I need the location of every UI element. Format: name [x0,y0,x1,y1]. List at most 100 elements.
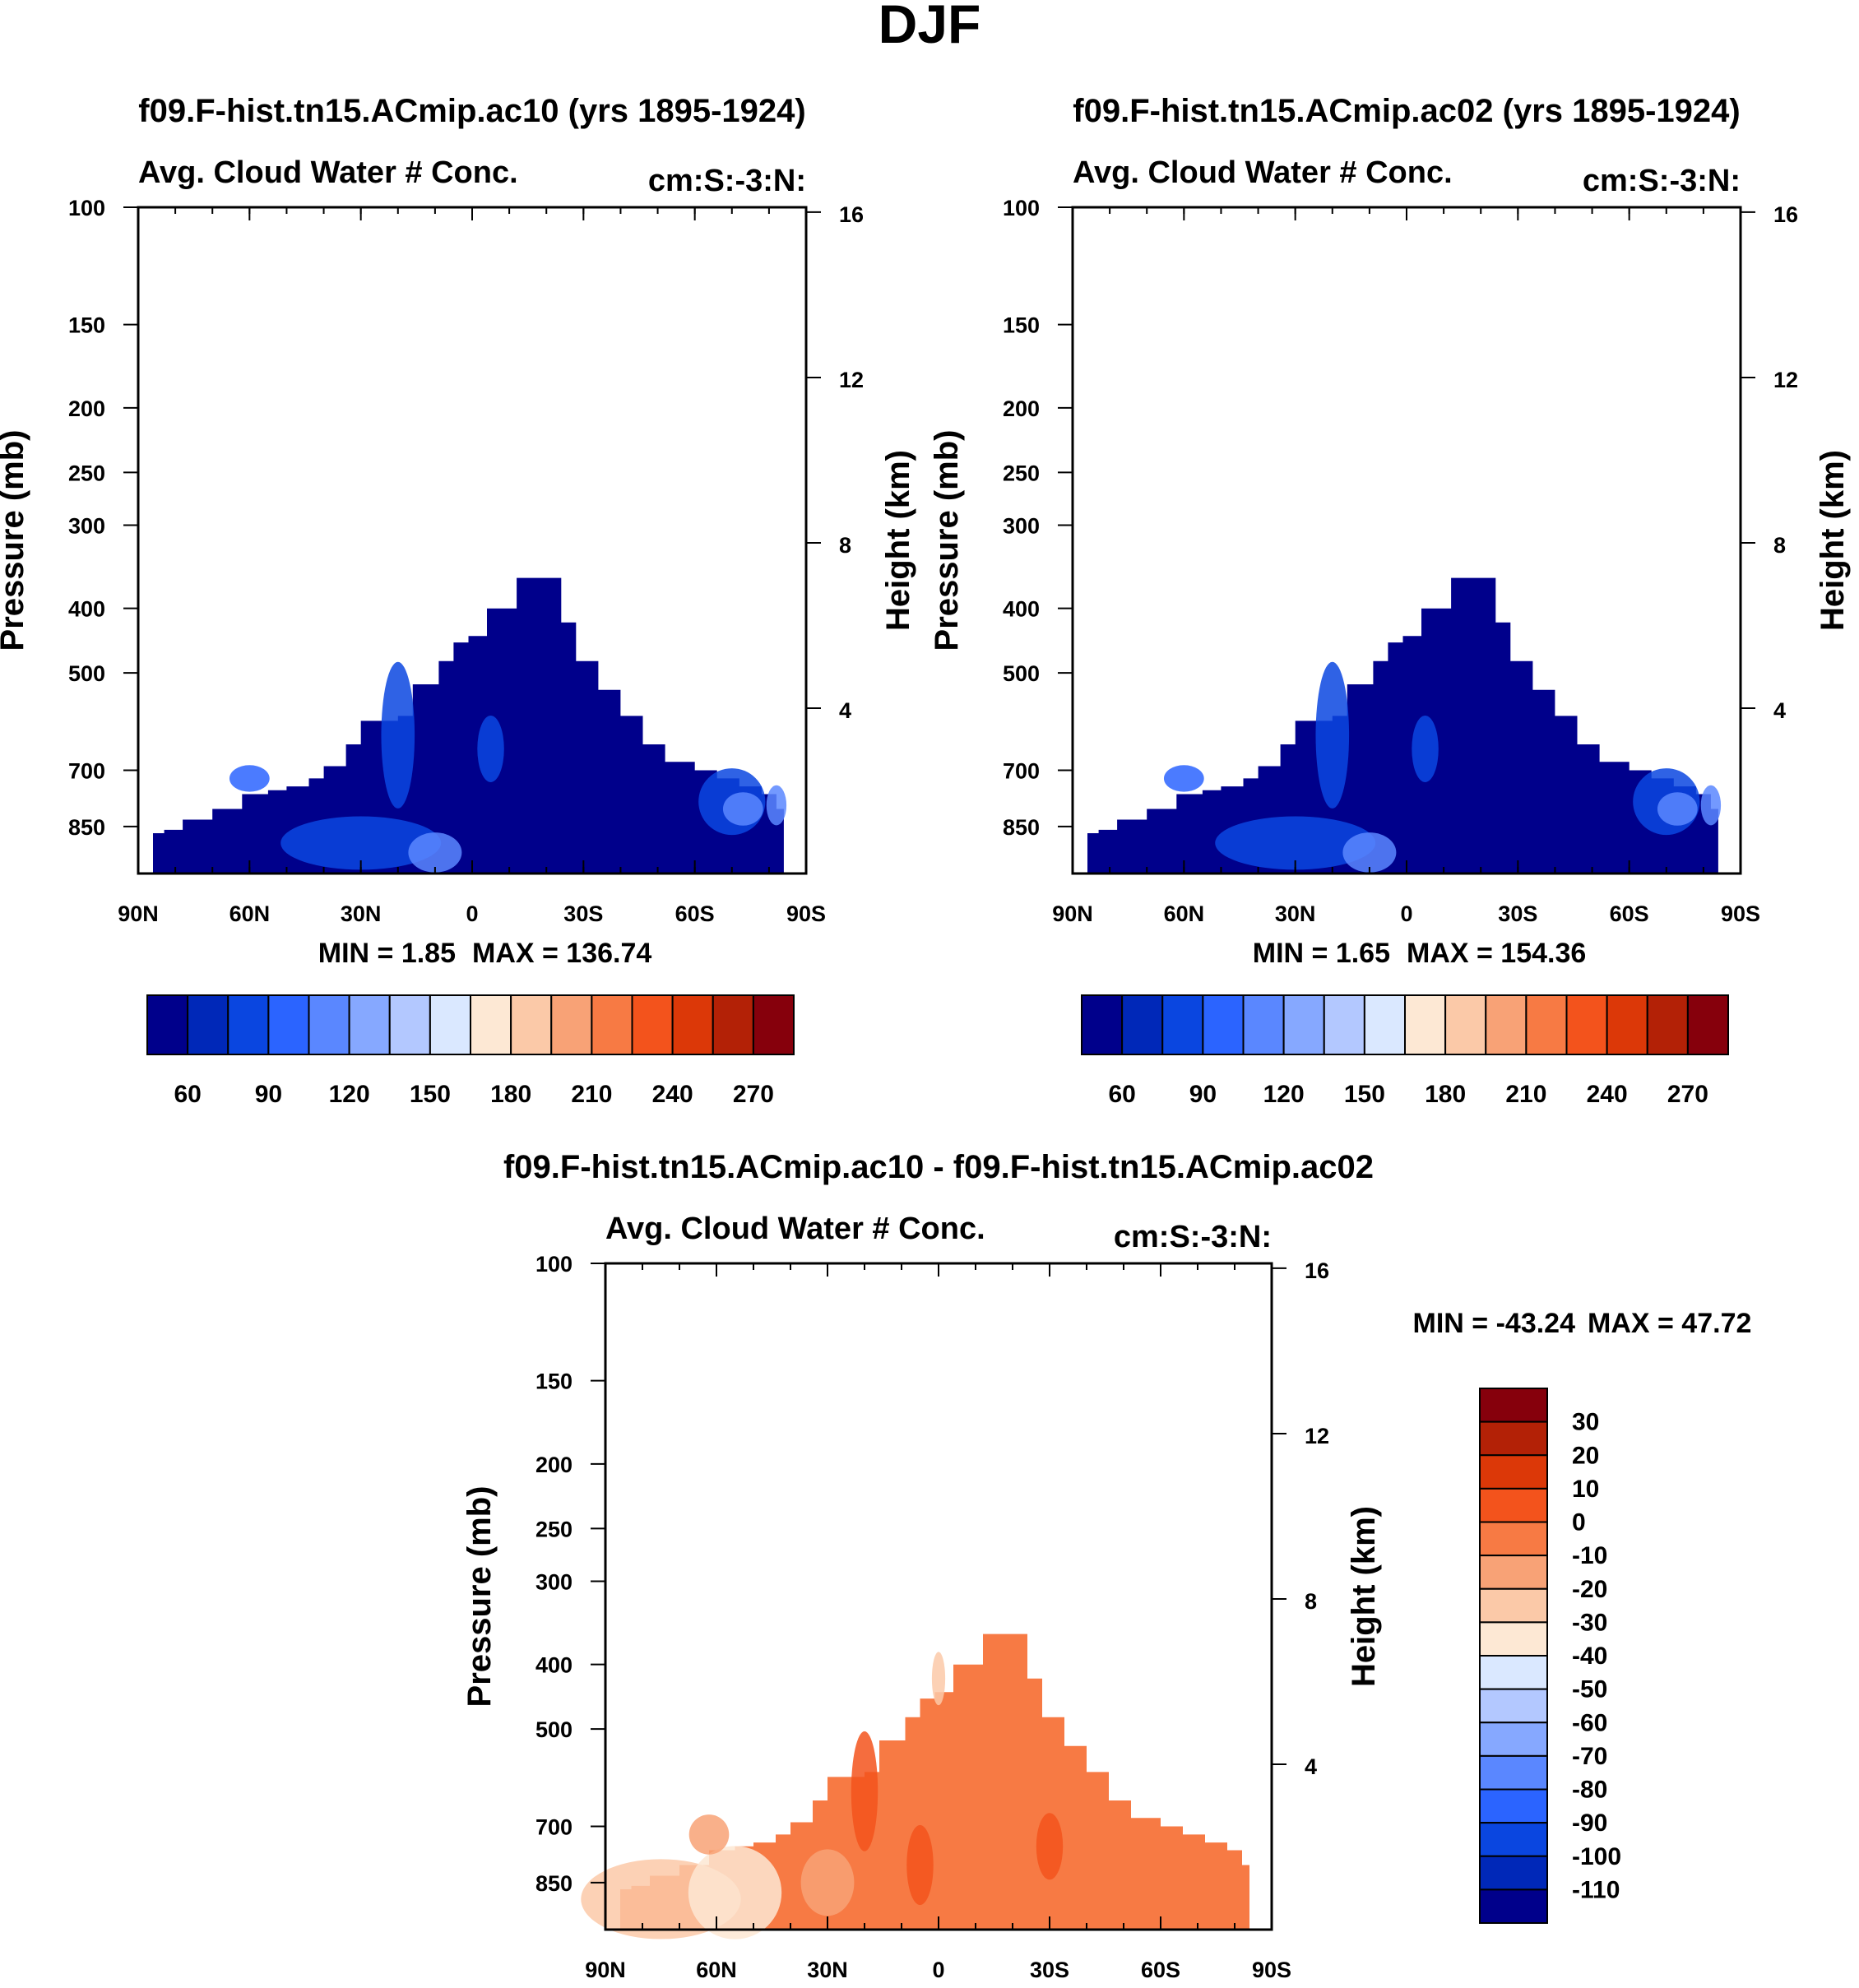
colorbar-label: -70 [1572,1743,1607,1770]
colorbar-swatch [1646,994,1689,1055]
colorbar-swatch [388,994,431,1055]
y-right-tick-label: 4 [839,698,851,723]
colorbar-label: 270 [1667,1081,1708,1108]
colorbar-swatch [1479,1855,1548,1891]
field-patch [1036,1813,1064,1880]
colorbar-label: -80 [1572,1777,1607,1804]
colorbar-swatch [1479,1388,1548,1423]
y-right-tick-label: 16 [839,202,864,227]
x-tick-label: 90N [118,901,159,926]
colorbar-label: 120 [329,1081,370,1108]
colorbar-swatch [1363,994,1406,1055]
field-patch [722,792,763,826]
x-tick-label: 60S [1610,901,1649,926]
y-right-tick-label: 12 [839,368,864,392]
field-patch [229,765,270,792]
min-label: MIN = 1.65 [1253,938,1390,969]
y-axis-title: Pressure (mb) [461,1486,498,1708]
colorbar-swatch [1323,994,1365,1055]
y-tick-label: 400 [1003,597,1040,622]
y-tick-label: 700 [1003,759,1040,784]
colorbar-swatch [510,994,553,1055]
y-tick-label: 300 [535,1569,573,1594]
field-patch [1163,765,1204,792]
y-tick-label: 200 [535,1453,573,1477]
y-tick-label: 300 [1003,513,1040,538]
y-tick-label: 200 [1003,396,1040,421]
field-patch [408,832,462,873]
y-tick-label: 500 [1003,661,1040,686]
y-axis-title: Pressure (mb) [929,430,965,651]
field-patch [1700,785,1722,826]
colorbar-label: 120 [1263,1081,1305,1108]
min-label: MIN = -43.24 [1413,1308,1576,1339]
y-tick-label: 250 [535,1517,573,1541]
field-patch [906,1824,934,1906]
colorbar-swatch [1444,994,1487,1055]
colorbar-label: 240 [1587,1081,1628,1108]
field-patch [688,1846,782,1939]
y-tick-label: 400 [535,1653,573,1678]
max-label: MAX = 154.36 [1407,938,1586,969]
y-tick-label: 100 [68,196,105,220]
colorbar-swatch [550,994,593,1055]
y-tick-label: 500 [535,1717,573,1742]
max-label: MAX = 47.72 [1588,1308,1751,1339]
colorbar-swatch [146,994,189,1055]
y-tick-label: 150 [1003,313,1040,338]
y-axis-title: Pressure (mb) [0,430,30,651]
y-tick-label: 500 [68,661,105,686]
colorbar-swatch [1485,994,1528,1055]
y-tick-label: 150 [535,1369,573,1394]
colorbar-label: 210 [1505,1081,1546,1108]
colorbar-swatch [1479,1754,1548,1791]
colorbar-label: 240 [652,1081,693,1108]
field-region [620,1633,1249,1930]
panel-difference: f09.F-hist.tn15.ACmip.ac10 - f09.F-hist.… [461,1149,1751,1982]
colorbar-label: 60 [1108,1081,1135,1108]
colorbar-label: 10 [1572,1476,1599,1503]
y-tick-label: 700 [535,1815,573,1840]
colorbar-swatch [1479,1521,1548,1557]
figure-title: DJF [879,0,981,54]
colorbar-swatch [267,994,310,1055]
x-tick-label: 90S [1252,1958,1291,1982]
colorbar-swatch [429,994,471,1055]
colorbar-swatch [1121,994,1164,1055]
colorbar-label: 30 [1572,1409,1599,1436]
colorbar-swatch [1479,1788,1548,1824]
field-patch [1215,816,1376,870]
field-patch [477,715,504,782]
colorbar-swatch [1525,994,1568,1055]
y-right-tick-label: 4 [1773,698,1786,723]
colorbar-label: 90 [1189,1081,1217,1108]
colorbar-swatch [1404,994,1447,1055]
colorbar-swatch [1686,994,1729,1055]
max-label: MAX = 136.74 [472,938,651,969]
y-right-tick-label: 8 [1773,533,1786,558]
field-patch [280,816,442,870]
colorbar-label: 150 [1344,1081,1385,1108]
x-tick-label: 90S [1721,901,1760,926]
x-tick-label: 30S [563,901,603,926]
colorbar-swatch [1479,1688,1548,1724]
colorbar-label: 20 [1572,1442,1599,1469]
x-tick-label: 30S [1030,1958,1069,1982]
y-right-tick-label: 16 [1773,202,1798,227]
panel-title: f09.F-hist.tn15.ACmip.ac10 - f09.F-hist.… [503,1149,1374,1185]
x-tick-label: 60N [696,1958,737,1982]
y-tick-label: 700 [68,759,105,784]
colorbar-swatch [1565,994,1608,1055]
colorbar-swatch [1081,994,1124,1055]
colorbar-label: 210 [571,1081,612,1108]
colorbar-label: -50 [1572,1676,1607,1703]
colorbar-label: -40 [1572,1643,1607,1670]
y-right-tick-label: 8 [1305,1589,1317,1614]
field-patch [800,1849,855,1916]
subtitle-left: Avg. Cloud Water # Conc. [605,1212,985,1246]
colorbar-label: -60 [1572,1709,1607,1736]
x-tick-label: 30N [1275,901,1316,926]
y-right-axis-title: Height (km) [1815,450,1851,631]
panel-ac02: f09.F-hist.tn15.ACmip.ac02 (yrs 1895-192… [929,93,1851,1108]
y-tick-label: 850 [1003,815,1040,840]
